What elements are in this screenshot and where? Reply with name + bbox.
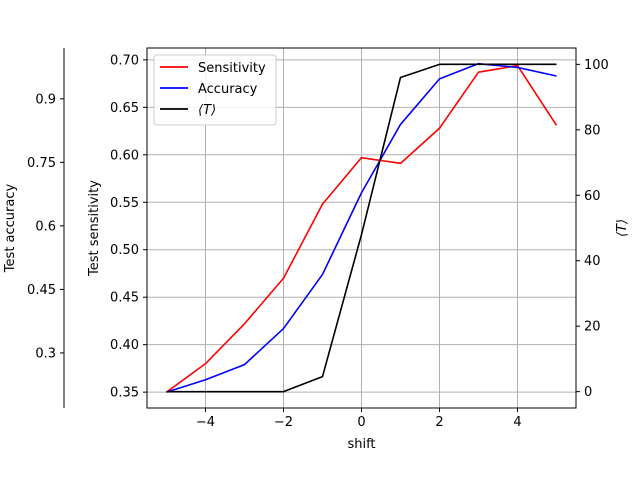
x-tick-label: 0 (357, 415, 365, 430)
x-tick-label: −4 (196, 415, 215, 430)
series-line-2 (166, 63, 557, 393)
y-temp-tick-label: 80 (584, 123, 601, 138)
y-temp-tick-label: 20 (584, 320, 601, 335)
y-sens-tick-label: 0.70 (110, 53, 139, 68)
y-sens-tick-label: 0.40 (110, 338, 139, 353)
y-axis-label-temperature: ⟨T⟩ (615, 219, 630, 237)
legend-label: Accuracy (198, 82, 258, 97)
y-temp-tick-label: 60 (584, 189, 601, 204)
legend: Sensitivity Accuracy ⟨T⟩ (153, 54, 277, 126)
x-tick-label: −2 (274, 415, 293, 430)
x-axis: −4 −2 0 2 4 (196, 408, 522, 430)
y-acc-tick-label: 0.75 (27, 156, 56, 171)
y-temp-tick-label: 0 (584, 385, 592, 400)
y-temp-tick-label: 100 (584, 58, 609, 73)
series-layer (166, 62, 558, 393)
x-axis-label: shift (347, 437, 375, 452)
legend-label: ⟨T⟩ (198, 103, 216, 118)
y-axis-label-sensitivity: Test sensitivity (87, 180, 102, 277)
y-temp-tick-label: 40 (584, 254, 601, 269)
y-axis-sensitivity: 0.35 0.40 0.45 0.50 0.55 0.60 0.65 0.70 (110, 53, 147, 401)
y-acc-tick-label: 0.3 (35, 346, 56, 361)
x-tick-label: 2 (435, 415, 443, 430)
x-tick-label: 4 (513, 415, 521, 430)
y-sens-tick-label: 0.45 (110, 291, 139, 306)
y-axis-accuracy: 0.3 0.45 0.6 0.75 0.9 (27, 48, 65, 408)
y-acc-tick-label: 0.9 (35, 92, 56, 107)
series-line-0 (166, 64, 558, 393)
y-axis-temperature: 0 20 40 60 80 100 (576, 58, 609, 400)
y-axis-label-accuracy: Test accuracy (3, 184, 18, 274)
y-acc-tick-label: 0.45 (27, 283, 56, 298)
y-sens-tick-label: 0.65 (110, 101, 139, 116)
y-sens-tick-label: 0.60 (110, 148, 139, 163)
y-acc-tick-label: 0.6 (35, 219, 56, 234)
y-sens-tick-label: 0.55 (110, 196, 139, 211)
legend-label: Sensitivity (198, 61, 266, 76)
y-sens-tick-label: 0.50 (110, 243, 139, 258)
legend-box (153, 54, 277, 126)
y-sens-tick-label: 0.35 (110, 386, 139, 401)
